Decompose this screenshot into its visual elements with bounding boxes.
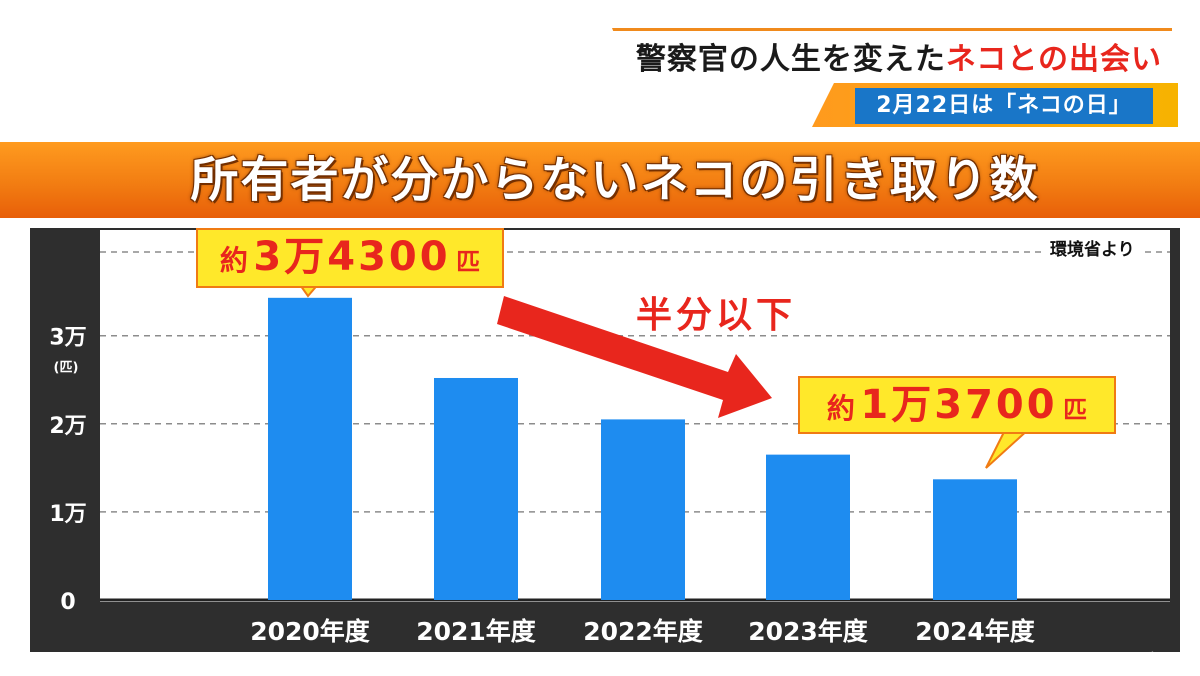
title-banner [0, 142, 1200, 218]
callout-2024: 約 1万3700 匹 [798, 376, 1116, 434]
decrease-arrow [497, 296, 772, 418]
source-note: 環境省より [1044, 236, 1141, 264]
callout-2020-prefix: 約 [219, 244, 248, 277]
half-or-less-label: 半分以下 [636, 295, 797, 336]
y-tick-label: 2万 [49, 414, 86, 439]
callout-2020-unit: 匹 [456, 248, 481, 276]
chart-title: 所有者が分からないネコの引き取り数 [190, 152, 1040, 208]
callout-2024-unit: 匹 [1063, 396, 1088, 424]
callout-2024-tail [985, 427, 1033, 469]
bar-2021年度 [434, 377, 518, 600]
callout-2020: 約 3万4300 匹 [196, 228, 504, 288]
callout-2020-number: 3万4300 [253, 234, 451, 280]
y-unit-label: (匹) [54, 361, 79, 376]
headline: 警察官の人生を変えたネコとの出会い [636, 34, 1162, 78]
subheadline: 2月22日は「ネコの日」 [855, 88, 1153, 124]
y-tick-label: 3万 [49, 326, 86, 351]
bar-2023年度 [766, 454, 850, 600]
x-tick-label: 2023年度 [748, 617, 868, 646]
callout-2024-prefix: 約 [826, 392, 855, 425]
y-tick-label: 1万 [49, 502, 86, 527]
bar-2022年度 [601, 419, 685, 600]
headline-red-text: ネコとの出会い [945, 42, 1162, 77]
y-tick-label: 0 [60, 590, 75, 615]
x-tick-label: 2024年度 [915, 617, 1035, 646]
x-tick-label: 2022年度 [583, 617, 703, 646]
bar-2024年度 [933, 479, 1017, 600]
x-tick-label: 2021年度 [416, 617, 536, 646]
channel-watermark: CBCテレビ [1040, 650, 1152, 675]
x-tick-label: 2020年度 [250, 617, 370, 646]
bar-2020年度 [268, 297, 352, 600]
headline-strip [612, 28, 1172, 85]
callout-2024-number: 1万3700 [860, 382, 1058, 428]
headline-black-text: 警察官の人生を変えた [635, 42, 946, 77]
